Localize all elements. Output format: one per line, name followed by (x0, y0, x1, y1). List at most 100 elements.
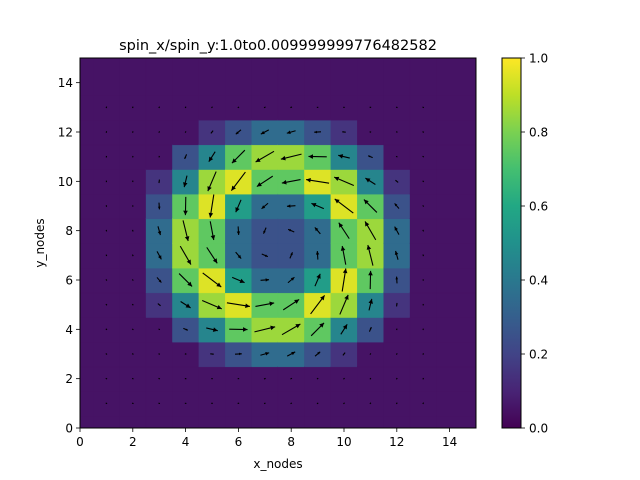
spin-arrow (366, 244, 374, 266)
contour-cell (409, 415, 438, 428)
contour-cell (251, 58, 279, 96)
spin-arrow (201, 299, 223, 310)
spin-arrow (422, 328, 424, 331)
contour-cell (330, 415, 358, 428)
x-tick-label: 14 (442, 435, 457, 449)
chart-title: spin_x/spin_y:1.0to0.009999999776482582 (119, 38, 437, 54)
spin-arrow (158, 328, 161, 331)
spin-arrow (105, 303, 108, 306)
contour-cell (172, 415, 200, 428)
spin-arrow (211, 402, 213, 404)
spin-arrow (368, 326, 372, 332)
contour-fill (80, 58, 476, 428)
contour-cell (80, 94, 94, 121)
spin-arrow (343, 377, 345, 380)
contour-cell (80, 292, 94, 318)
spin-arrow (202, 272, 222, 288)
contour-cell (357, 415, 385, 428)
contour-cell (119, 58, 147, 96)
contour-cell (145, 415, 174, 428)
spin-arrow (184, 131, 187, 133)
x-tick-label: 0 (76, 435, 84, 449)
contour-cell (436, 316, 476, 343)
spin-arrow (105, 180, 107, 183)
contour-cell (80, 341, 94, 368)
spin-arrow (395, 131, 398, 133)
spin-arrow (235, 251, 242, 259)
contour-cell (80, 58, 94, 96)
spin-arrow (183, 196, 188, 216)
spin-arrow (256, 175, 274, 188)
spin-arrow (395, 402, 398, 405)
spin-arrow (184, 377, 187, 380)
x-axis-label: x_nodes (253, 457, 302, 471)
contour-cell (436, 119, 476, 146)
spin-arrow (316, 402, 319, 405)
spin-arrow (184, 402, 187, 404)
spin-arrow (157, 226, 162, 236)
colorbar-tick-label: 1.0 (529, 52, 548, 66)
spin-arrow (289, 252, 293, 259)
contour-cell (436, 267, 476, 294)
y-tick-label: 14 (58, 76, 73, 90)
spin-arrow (235, 199, 242, 213)
contour-cell (409, 58, 438, 96)
spin-arrow (308, 154, 327, 159)
contour-cell (80, 193, 94, 220)
spin-arrow (306, 177, 330, 184)
spin-arrow (422, 205, 425, 207)
spin-arrow (290, 377, 293, 380)
x-tick-label: 6 (235, 435, 243, 449)
y-axis: 0 2 4 6 8 10 12 14 (58, 76, 80, 436)
spin-arrow (237, 378, 240, 380)
spin-arrow (422, 131, 425, 133)
colorbar (501, 57, 522, 429)
spin-arrow (132, 205, 134, 207)
spin-arrow (131, 254, 134, 257)
contour-cell (436, 193, 476, 220)
contour-cell (172, 366, 200, 392)
contour-cell (409, 242, 438, 269)
spin-arrow (338, 154, 350, 159)
spin-arrow (422, 402, 425, 405)
spin-arrow (254, 325, 276, 333)
contour-cell (251, 415, 279, 428)
spin-arrow (158, 179, 160, 184)
spin-arrow (281, 179, 301, 185)
spin-arrow (158, 155, 160, 158)
contour-cell (436, 58, 476, 96)
spin-arrow (105, 328, 108, 331)
y-tick-label: 12 (58, 126, 73, 140)
contour-cell (93, 415, 121, 428)
y-tick-label: 8 (65, 224, 73, 238)
spin-arrow (208, 151, 216, 162)
spin-arrow (310, 295, 326, 315)
spin-arrow (178, 273, 193, 287)
plot-frame (79, 57, 477, 429)
contour-cell (172, 58, 200, 96)
contour-cell (436, 218, 476, 244)
spin-arrow (226, 302, 250, 309)
spin-arrow (182, 220, 190, 242)
spin-arrow (287, 276, 295, 284)
spin-arrow (184, 154, 188, 160)
contour-cell (304, 415, 332, 428)
spin-arrow (369, 377, 372, 380)
spin-arrow (209, 221, 216, 241)
spin-arrow (290, 402, 293, 405)
contour-cell (357, 58, 385, 96)
spin-arrow (334, 198, 354, 214)
y-tick-label: 10 (58, 175, 73, 189)
spin-arrow (290, 106, 293, 109)
contour-cell (225, 415, 253, 428)
contour-cell (80, 366, 94, 392)
spin-arrow (422, 254, 424, 257)
colorbar-tick-label: 0.4 (529, 274, 548, 288)
contour-cell (383, 58, 411, 96)
spin-arrow (157, 303, 161, 307)
contour-cell (304, 58, 332, 96)
spin-arrow (396, 328, 398, 331)
spin-arrow (206, 247, 218, 264)
spin-arrow (260, 352, 270, 356)
spin-arrow (184, 106, 187, 109)
